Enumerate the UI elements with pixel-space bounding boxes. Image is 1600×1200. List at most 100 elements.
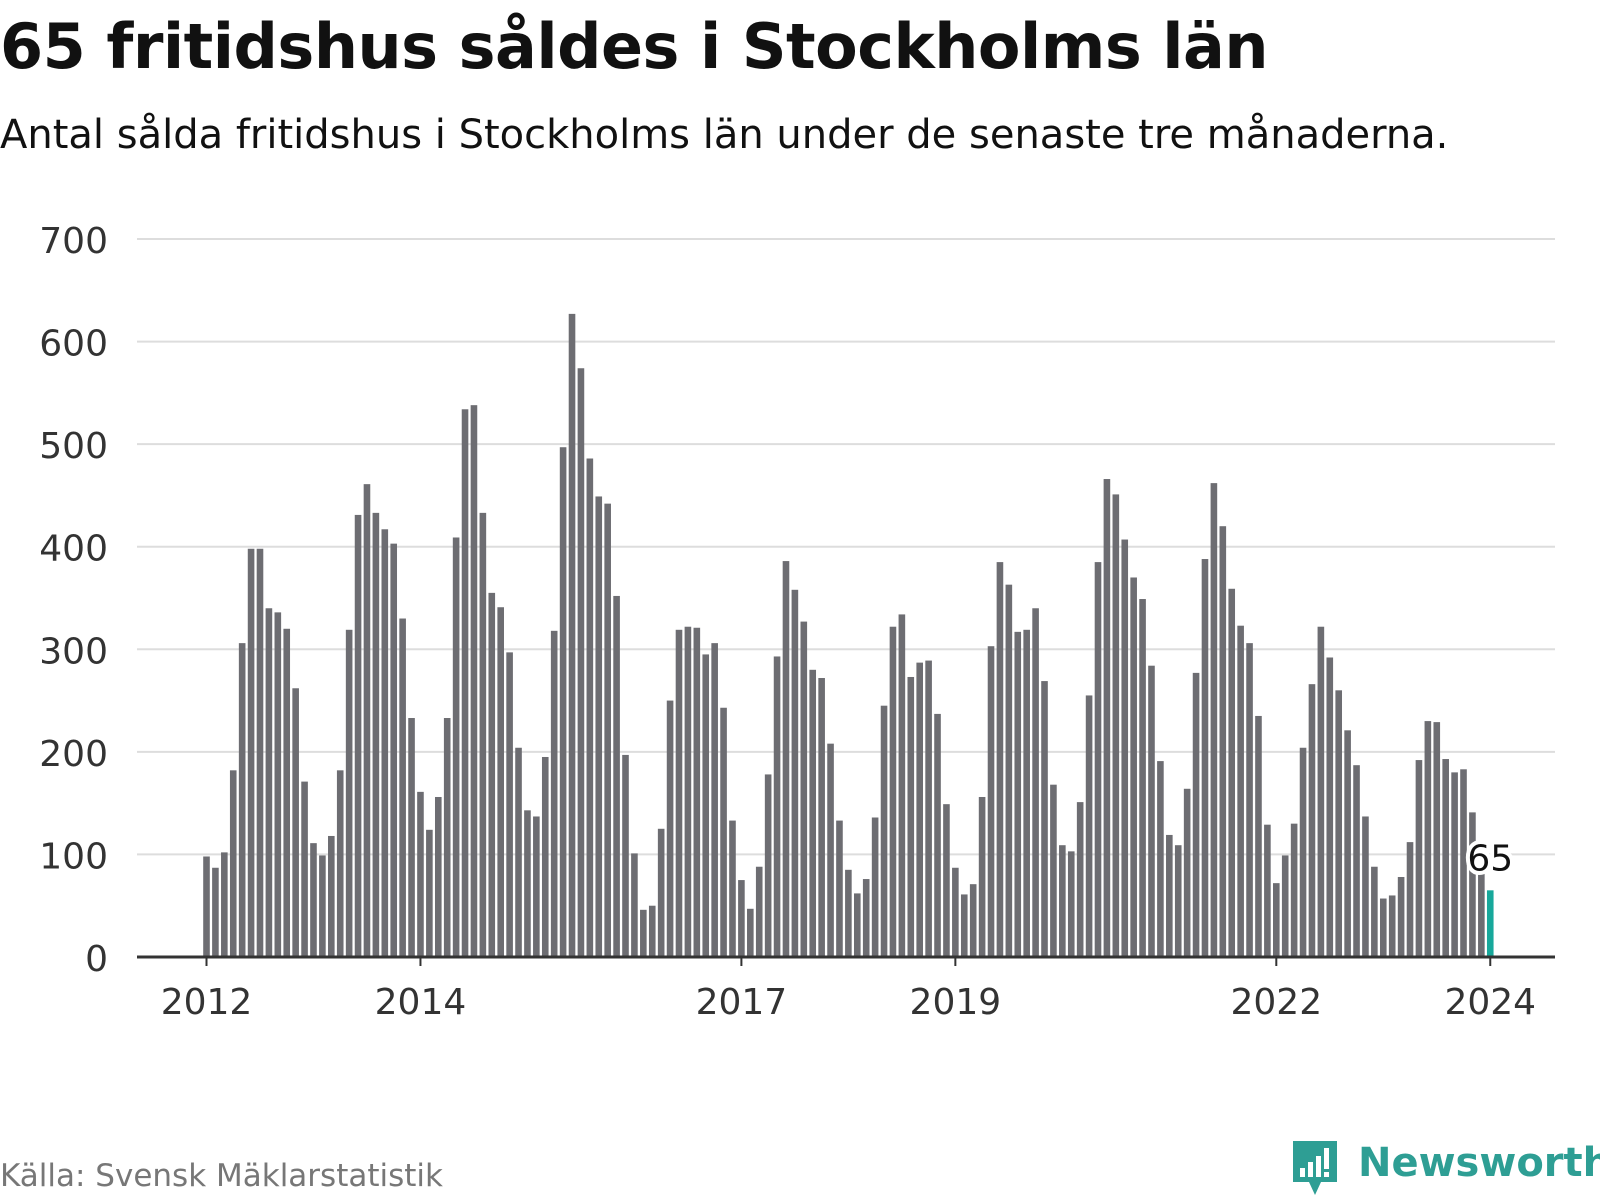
bar: [1032, 608, 1039, 957]
bar: [1388, 895, 1396, 957]
bar: [853, 893, 861, 957]
bar: [1264, 824, 1271, 957]
bar: [1174, 845, 1182, 957]
bar: [1317, 626, 1325, 957]
bar: [1103, 479, 1111, 957]
bar: [773, 656, 781, 957]
bars: [203, 313, 1494, 958]
bar: [666, 700, 674, 957]
y-tick-label: 200: [39, 734, 108, 775]
bar: [1067, 851, 1075, 957]
bar: [1050, 784, 1057, 957]
bar: [363, 484, 371, 957]
bar: [791, 589, 799, 957]
bar: [729, 820, 736, 957]
bar: [354, 514, 362, 957]
bar: [443, 718, 451, 957]
bar: [916, 662, 923, 957]
x-axis: 2012 2014 2017 2019 2022 2024: [137, 955, 1555, 1023]
bar: [595, 496, 603, 957]
y-tick-label: 300: [39, 631, 108, 672]
bar: [1157, 761, 1164, 957]
bar: [1219, 526, 1227, 957]
bar: [1406, 842, 1414, 957]
bar: [871, 817, 879, 957]
bar: [782, 561, 790, 957]
bar: [604, 503, 611, 957]
bar: [1451, 772, 1458, 957]
bar: [372, 512, 380, 957]
bar: [319, 855, 326, 957]
bar: [711, 643, 718, 957]
x-tick-label: 2022: [1230, 982, 1322, 1023]
bar: [265, 608, 273, 957]
bar: [452, 537, 460, 957]
bar: [747, 908, 754, 957]
bar: [1460, 769, 1467, 957]
bar: [1121, 539, 1129, 957]
bar: [1308, 684, 1316, 957]
bar: [1130, 577, 1137, 957]
y-tick-label: 0: [85, 939, 108, 980]
bar: [818, 678, 825, 957]
brand-name: Newsworthy: [1358, 1140, 1600, 1186]
bar: [426, 829, 433, 957]
bar: [399, 618, 406, 957]
newsworthy-logo[interactable]: Newsworthy: [1290, 1138, 1600, 1198]
bar: [488, 592, 496, 957]
bar: [978, 796, 986, 957]
bar: [845, 869, 852, 957]
bar: [1148, 665, 1155, 957]
x-tick-label: 2024: [1444, 982, 1536, 1023]
bar: [1059, 845, 1066, 957]
bar: [764, 774, 772, 957]
bar: [657, 828, 665, 957]
bar: [1183, 788, 1191, 957]
bar: [221, 852, 228, 957]
bar: [880, 705, 888, 957]
bar: [1379, 898, 1387, 957]
bar: [1299, 747, 1307, 957]
bar: [212, 867, 219, 957]
bar: [506, 652, 513, 957]
x-tick-label: 2019: [910, 982, 1002, 1023]
bar: [898, 614, 906, 957]
bar: [1237, 625, 1244, 957]
bar: [1344, 730, 1351, 957]
y-tick-label: 600: [39, 324, 108, 365]
bar: [229, 770, 237, 957]
bar: [541, 756, 549, 957]
bar: [738, 880, 745, 957]
source-note: Källa: Svensk Mäklarstatistik: [0, 1158, 443, 1194]
bar: [1415, 760, 1423, 957]
bar: [336, 770, 344, 957]
bar: [1192, 672, 1200, 957]
bar: [1210, 483, 1218, 957]
bar: [345, 629, 353, 957]
bar: [1228, 588, 1236, 957]
bar: [1353, 765, 1360, 957]
bar: [836, 820, 843, 957]
bar: [800, 621, 808, 957]
bar: [907, 676, 915, 957]
bar: [1014, 631, 1022, 957]
bar: [274, 612, 282, 957]
bar: [283, 628, 291, 957]
bar: [1290, 823, 1298, 957]
y-tick-label: 500: [39, 426, 108, 467]
bar: [1085, 695, 1093, 957]
bar: [934, 713, 941, 957]
bar: [203, 856, 210, 957]
bar: [648, 905, 656, 957]
bar: [577, 368, 585, 957]
bar: [550, 630, 558, 957]
bar: [925, 660, 932, 957]
bar: [996, 562, 1004, 957]
bar: [755, 866, 763, 957]
bar: [631, 853, 638, 957]
bar: [1255, 715, 1262, 957]
chart-subtitle: Antal sålda fritidshus i Stockholms län …: [0, 112, 1449, 158]
bar: [515, 747, 522, 957]
x-tick-label: 2012: [161, 982, 253, 1023]
bar: [479, 512, 487, 957]
